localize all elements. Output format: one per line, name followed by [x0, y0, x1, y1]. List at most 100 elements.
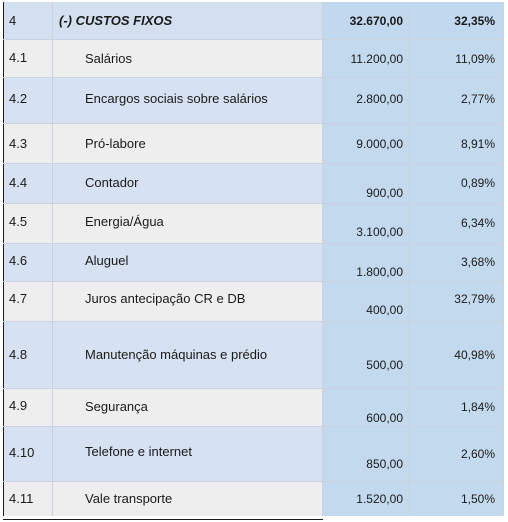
- table-row[interactable]: 4.9 Segurança 600,00 1,84%: [3, 389, 504, 427]
- table-row[interactable]: 4.4 Contador 900,00 0,89%: [3, 164, 504, 204]
- code-cell[interactable]: 4.10: [3, 427, 53, 481]
- code-text: 4.9: [9, 398, 28, 413]
- description-text: Encargos sociais sobre salários: [85, 91, 268, 106]
- percent-text: 0,89%: [460, 176, 495, 190]
- code-text: 4.6: [9, 253, 28, 268]
- description-cell[interactable]: Telefone e internet: [53, 427, 323, 481]
- table-row[interactable]: 4.2 Encargos sociais sobre salários 2.80…: [3, 78, 504, 124]
- description-text: Pró-labore: [85, 136, 146, 151]
- percent-text: 32,35%: [454, 14, 495, 28]
- description-cell[interactable]: Salários: [53, 40, 323, 77]
- table-row[interactable]: 4.1 Salários 11.200,00 11,09%: [3, 40, 504, 78]
- percent-text: 11,09%: [455, 52, 495, 66]
- value-cell[interactable]: 600,00: [323, 389, 409, 426]
- table-row[interactable]: 4.11 Vale transporte 1.520,00 1,50%: [3, 482, 504, 516]
- percent-cell[interactable]: 2,77%: [409, 78, 504, 123]
- description-cell[interactable]: Aluguel: [53, 244, 323, 281]
- percent-text: 1,84%: [460, 400, 495, 414]
- code-text: 4.1: [9, 50, 28, 65]
- code-cell[interactable]: 4.2: [3, 78, 53, 123]
- code-text: 4.10: [9, 445, 35, 460]
- value-cell[interactable]: 1.520,00: [323, 482, 409, 516]
- percent-text: 40,98%: [454, 348, 495, 362]
- code-text: 4.7: [9, 291, 28, 306]
- value-cell[interactable]: 2.800,00: [323, 78, 409, 123]
- percent-text: 2,60%: [460, 447, 495, 461]
- code-cell[interactable]: 4.7: [3, 282, 53, 321]
- percent-cell[interactable]: 32,79%: [409, 282, 504, 321]
- code-cell[interactable]: 4.3: [3, 124, 53, 163]
- value-cell[interactable]: 500,00: [323, 322, 409, 388]
- table-row[interactable]: 4.7 Juros antecipação CR e DB 400,00 32,…: [3, 282, 504, 322]
- code-cell[interactable]: 4.1: [3, 40, 53, 77]
- table-row[interactable]: 4.5 Energia/Água 3.100,00 6,34%: [3, 204, 504, 244]
- value-text: 32.670,00: [349, 14, 403, 28]
- percent-cell[interactable]: 40,98%: [409, 322, 504, 388]
- code-text: 4.3: [9, 136, 28, 151]
- percent-text: 8,91%: [460, 137, 495, 151]
- percent-cell[interactable]: 3,68%: [409, 244, 504, 281]
- description-cell[interactable]: Encargos sociais sobre salários: [53, 78, 323, 123]
- value-text: 2.800,00: [356, 92, 403, 106]
- percent-text: 6,34%: [460, 216, 495, 230]
- code-cell[interactable]: 4: [3, 2, 53, 39]
- table-row[interactable]: 4.6 Aluguel 1.800,00 3,68%: [3, 244, 504, 282]
- value-text: 11.200,00: [350, 52, 404, 66]
- value-text: 500,00: [366, 358, 403, 372]
- value-cell[interactable]: 1.800,00: [323, 244, 409, 281]
- table-row[interactable]: 4.10 Telefone e internet 850,00 2,60%: [3, 427, 504, 482]
- cost-table: 4 (-) CUSTOS FIXOS 32.670,00 32,35% 4.1 …: [3, 2, 504, 516]
- code-cell[interactable]: 4.6: [3, 244, 53, 281]
- description-cell[interactable]: Vale transporte: [53, 482, 323, 516]
- percent-cell[interactable]: 6,34%: [409, 204, 504, 243]
- percent-text: 3,68%: [460, 255, 495, 269]
- value-text: 400,00: [366, 303, 403, 317]
- description-text: Segurança: [85, 399, 148, 414]
- description-cell[interactable]: Energia/Água: [53, 204, 323, 243]
- description-cell[interactable]: Juros antecipação CR e DB: [53, 282, 323, 321]
- value-cell[interactable]: 850,00: [323, 427, 409, 481]
- percent-cell[interactable]: 8,91%: [409, 124, 504, 163]
- description-text: Aluguel: [85, 253, 129, 268]
- code-text: 4: [9, 13, 17, 28]
- description-text: Energia/Água: [85, 214, 164, 229]
- value-cell[interactable]: 3.100,00: [323, 204, 409, 243]
- code-cell[interactable]: 4.8: [3, 322, 53, 388]
- percent-cell[interactable]: 2,60%: [409, 427, 504, 481]
- percent-text: 1,50%: [460, 492, 495, 506]
- description-text: Vale transporte: [85, 491, 173, 506]
- value-cell[interactable]: 400,00: [323, 282, 409, 321]
- code-cell[interactable]: 4.11: [3, 482, 53, 516]
- value-text: 1.800,00: [356, 265, 403, 279]
- percent-cell[interactable]: 1,50%: [409, 482, 504, 516]
- description-cell[interactable]: Contador: [53, 164, 323, 203]
- percent-cell[interactable]: 32,35%: [409, 2, 504, 39]
- value-cell[interactable]: 32.670,00: [323, 2, 409, 39]
- description-cell[interactable]: (-) CUSTOS FIXOS: [53, 2, 323, 39]
- code-cell[interactable]: 4.9: [3, 389, 53, 426]
- description-text: Contador: [85, 175, 139, 190]
- code-cell[interactable]: 4.4: [3, 164, 53, 203]
- percent-cell[interactable]: 11,09%: [409, 40, 504, 77]
- description-cell[interactable]: Manutenção máquinas e prédio: [53, 322, 323, 388]
- value-cell[interactable]: 900,00: [323, 164, 409, 203]
- description-text: (-) CUSTOS FIXOS: [59, 13, 173, 28]
- code-text: 4.11: [9, 491, 34, 506]
- value-text: 600,00: [366, 411, 403, 425]
- value-text: 9.000,00: [356, 137, 403, 151]
- table-row[interactable]: 4.8 Manutenção máquinas e prédio 500,00 …: [3, 322, 504, 389]
- description-cell[interactable]: Pró-labore: [53, 124, 323, 163]
- percent-cell[interactable]: 0,89%: [409, 164, 504, 203]
- table-row-header[interactable]: 4 (-) CUSTOS FIXOS 32.670,00 32,35%: [3, 2, 504, 40]
- value-cell[interactable]: 11.200,00: [323, 40, 409, 77]
- description-text: Juros antecipação CR e DB: [85, 291, 246, 306]
- table-bottom-border: [3, 519, 323, 520]
- value-text: 850,00: [366, 457, 403, 471]
- table-row[interactable]: 4.3 Pró-labore 9.000,00 8,91%: [3, 124, 504, 164]
- value-cell[interactable]: 9.000,00: [323, 124, 409, 163]
- percent-cell[interactable]: 1,84%: [409, 389, 504, 426]
- description-text: Salários: [85, 51, 132, 66]
- description-text: Manutenção máquinas e prédio: [85, 347, 268, 362]
- code-cell[interactable]: 4.5: [3, 204, 53, 243]
- description-cell[interactable]: Segurança: [53, 389, 323, 426]
